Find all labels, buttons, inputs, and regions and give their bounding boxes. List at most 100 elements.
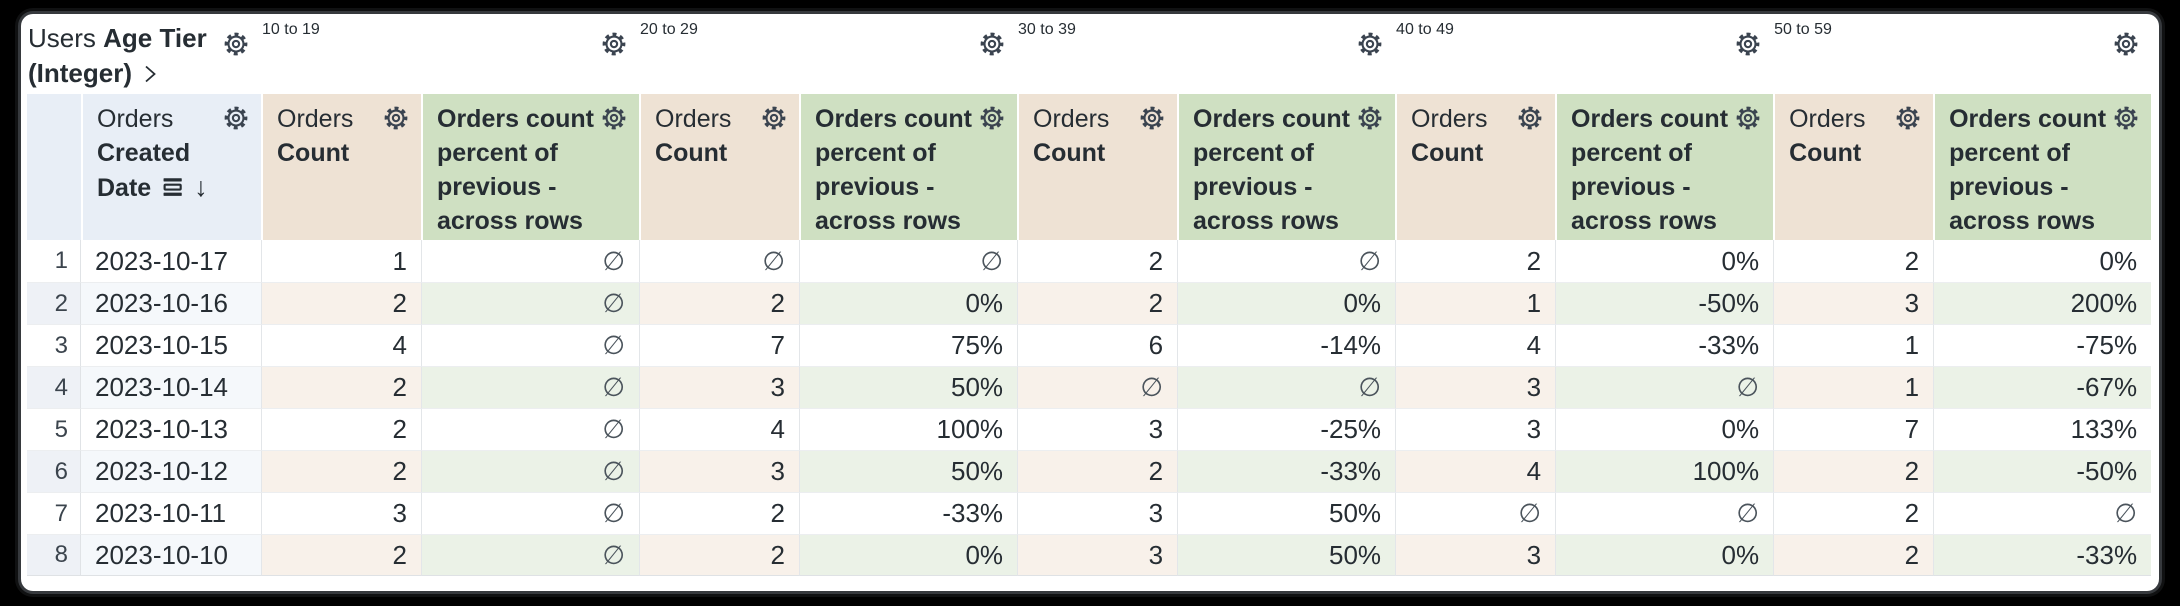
corner-header-users-age-tier[interactable]: Users Age Tier (Integer): [27, 20, 261, 92]
cell-count[interactable]: 3: [639, 366, 800, 408]
cell-percent[interactable]: ∅: [421, 492, 640, 534]
cell-date[interactable]: 2023-10-12: [81, 450, 261, 492]
cell-percent[interactable]: 50%: [799, 450, 1018, 492]
cell-count[interactable]: 1: [1773, 324, 1934, 366]
gear-icon[interactable]: [1137, 103, 1167, 133]
cell-count[interactable]: 3: [1017, 534, 1178, 576]
cell-count[interactable]: 2: [639, 492, 800, 534]
cell-count[interactable]: 3: [1017, 492, 1178, 534]
cell-percent[interactable]: ∅: [1177, 366, 1396, 408]
gear-icon[interactable]: [381, 103, 411, 133]
cell-percent[interactable]: 133%: [1933, 408, 2152, 450]
date-field-header[interactable]: Orders Created Date ↓: [81, 92, 261, 240]
cell-count[interactable]: 7: [1773, 408, 1934, 450]
gear-icon[interactable]: [977, 29, 1007, 59]
cell-percent[interactable]: ∅: [421, 324, 640, 366]
gear-icon[interactable]: [221, 103, 251, 133]
cell-percent[interactable]: 75%: [799, 324, 1018, 366]
cell-count[interactable]: 1: [261, 240, 421, 282]
gear-icon[interactable]: [1893, 103, 1923, 133]
cell-percent[interactable]: 0%: [1555, 534, 1774, 576]
chevron-right-icon[interactable]: [138, 62, 162, 86]
cell-count[interactable]: 2: [261, 282, 421, 324]
cell-percent[interactable]: 0%: [1555, 240, 1773, 282]
cell-count[interactable]: 3: [261, 492, 421, 534]
gear-icon[interactable]: [599, 103, 629, 133]
gear-icon[interactable]: [1733, 103, 1763, 133]
cell-percent[interactable]: 100%: [1555, 450, 1774, 492]
cell-count[interactable]: 2: [1773, 450, 1934, 492]
cell-percent[interactable]: ∅: [1177, 240, 1395, 282]
gear-icon[interactable]: [759, 103, 789, 133]
cell-percent[interactable]: ∅: [421, 240, 639, 282]
cell-count[interactable]: 3: [1017, 408, 1178, 450]
cell-count[interactable]: 7: [639, 324, 800, 366]
cell-date[interactable]: 2023-10-13: [81, 408, 261, 450]
cell-count[interactable]: 2: [261, 450, 421, 492]
measure-header-orders-count[interactable]: Orders Count: [1773, 92, 1934, 240]
cell-percent[interactable]: -75%: [1933, 324, 2152, 366]
measure-header-percent-of-previous[interactable]: Orders count percent of previous - acros…: [1177, 92, 1396, 240]
cell-percent[interactable]: ∅: [421, 450, 640, 492]
cell-percent[interactable]: 50%: [799, 366, 1018, 408]
cell-count[interactable]: ∅: [1017, 366, 1178, 408]
cell-percent[interactable]: 0%: [1177, 282, 1396, 324]
cell-percent[interactable]: 100%: [799, 408, 1018, 450]
measure-header-orders-count[interactable]: Orders Count: [1017, 92, 1178, 240]
cell-count[interactable]: 3: [1395, 534, 1556, 576]
cell-percent[interactable]: ∅: [421, 282, 640, 324]
cell-percent[interactable]: 0%: [799, 534, 1018, 576]
cell-count[interactable]: 3: [1773, 282, 1934, 324]
gear-icon[interactable]: [977, 103, 1007, 133]
gear-icon[interactable]: [1733, 29, 1763, 59]
measure-header-percent-of-previous[interactable]: Orders count percent of previous - acros…: [421, 92, 640, 240]
measure-header-percent-of-previous[interactable]: Orders count percent of previous - acros…: [1555, 92, 1774, 240]
cell-count[interactable]: 2: [261, 366, 421, 408]
cell-count[interactable]: 2: [1017, 450, 1178, 492]
measure-header-orders-count[interactable]: Orders Count: [1395, 92, 1556, 240]
gear-icon[interactable]: [1355, 103, 1385, 133]
cell-percent[interactable]: ∅: [421, 366, 640, 408]
cell-percent[interactable]: -33%: [1933, 534, 2152, 576]
cell-percent[interactable]: -50%: [1555, 282, 1774, 324]
cell-count[interactable]: 6: [1017, 324, 1178, 366]
cell-date[interactable]: 2023-10-15: [81, 324, 261, 366]
cell-percent[interactable]: -33%: [1177, 450, 1396, 492]
cell-percent[interactable]: -14%: [1177, 324, 1396, 366]
cell-percent[interactable]: 50%: [1177, 534, 1396, 576]
cell-count[interactable]: 3: [639, 450, 800, 492]
cell-percent[interactable]: -25%: [1177, 408, 1396, 450]
cell-count[interactable]: 2: [1017, 282, 1178, 324]
cell-count[interactable]: 2: [639, 282, 800, 324]
measure-header-percent-of-previous[interactable]: Orders count percent of previous - acros…: [799, 92, 1018, 240]
cell-count[interactable]: 2: [1773, 534, 1934, 576]
gear-icon[interactable]: [2111, 103, 2141, 133]
cell-count[interactable]: 2: [1017, 240, 1177, 282]
cell-percent[interactable]: ∅: [799, 240, 1017, 282]
cell-count[interactable]: 2: [1395, 240, 1555, 282]
cell-count[interactable]: ∅: [1395, 492, 1556, 534]
cell-count[interactable]: 2: [261, 534, 421, 576]
cell-percent[interactable]: 0%: [1555, 408, 1774, 450]
cell-date[interactable]: 2023-10-17: [95, 245, 228, 276]
cell-count[interactable]: ∅: [639, 240, 799, 282]
cell-count[interactable]: 4: [1395, 324, 1556, 366]
cell-percent[interactable]: ∅: [1555, 366, 1774, 408]
cell-count[interactable]: 4: [261, 324, 421, 366]
cell-percent[interactable]: ∅: [1933, 492, 2152, 534]
cell-percent[interactable]: -67%: [1933, 366, 2152, 408]
cell-count[interactable]: 4: [639, 408, 800, 450]
gear-icon[interactable]: [1515, 103, 1545, 133]
cell-percent[interactable]: -33%: [1555, 324, 1774, 366]
measure-header-orders-count[interactable]: Orders Count: [639, 92, 800, 240]
cell-percent[interactable]: ∅: [421, 534, 640, 576]
cell-percent[interactable]: 50%: [1177, 492, 1396, 534]
cell-count[interactable]: 1: [1395, 282, 1556, 324]
cell-date[interactable]: 2023-10-10: [81, 534, 261, 576]
gear-icon[interactable]: [2111, 29, 2141, 59]
cell-date[interactable]: 2023-10-11: [81, 492, 261, 534]
cell-count[interactable]: 2: [1773, 240, 1933, 282]
cell-percent[interactable]: ∅: [1555, 492, 1774, 534]
cell-percent[interactable]: 0%: [799, 282, 1018, 324]
cell-date[interactable]: 2023-10-14: [81, 366, 261, 408]
